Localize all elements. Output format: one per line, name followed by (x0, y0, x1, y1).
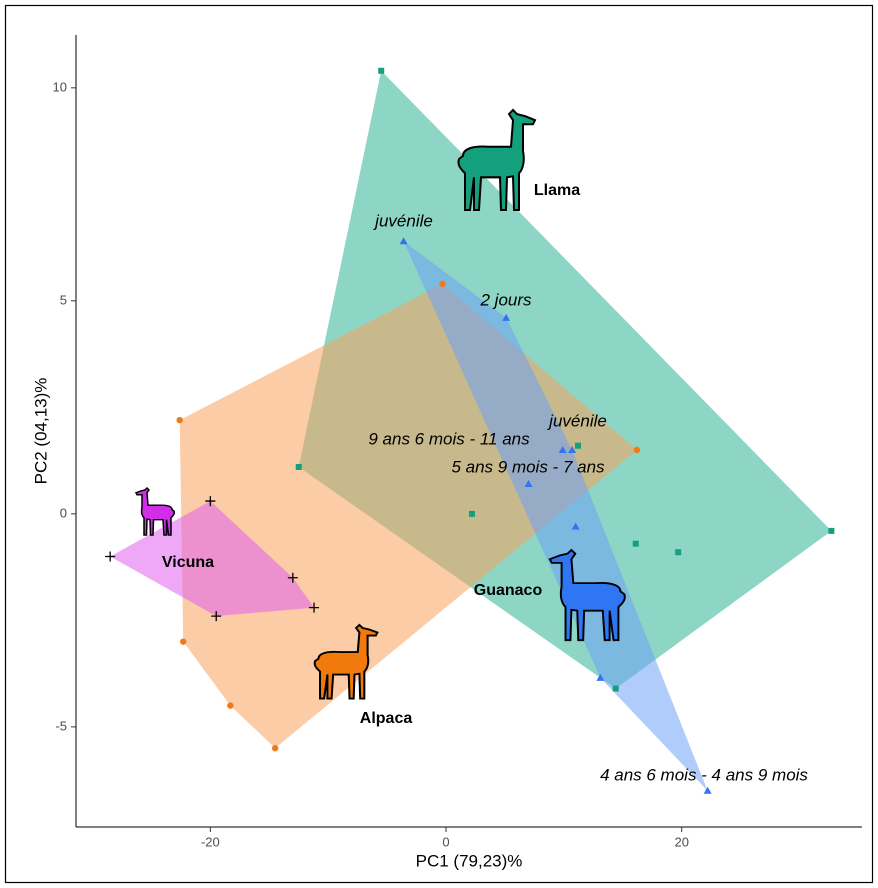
group-label: Vicuna (162, 554, 214, 571)
point (309, 602, 320, 613)
x-tick-label: -20 (201, 834, 220, 849)
point (378, 67, 385, 74)
vicuna-icon (135, 487, 176, 536)
point (399, 237, 408, 245)
point (211, 611, 222, 622)
point (828, 527, 835, 534)
point (205, 496, 216, 507)
point (703, 786, 712, 794)
point (439, 280, 446, 288)
x-tick-label: 20 (674, 834, 688, 849)
point (612, 685, 619, 692)
annotation: 2 jours (479, 290, 532, 309)
annotation: 4 ans 6 mois - 4 ans 9 mois (600, 765, 808, 784)
point (227, 702, 234, 709)
point (596, 673, 605, 681)
point (524, 480, 533, 488)
point (558, 445, 567, 453)
point (271, 744, 279, 752)
labels: Llama Alpaca Vicuna Guanaco juvénile 2 jours j… (162, 182, 809, 784)
annotation: juvénile (547, 411, 607, 430)
y-tick-label: 0 (60, 505, 67, 520)
group-label: Llama (534, 182, 580, 199)
point (468, 510, 475, 517)
hulls (110, 70, 832, 791)
point (180, 638, 187, 645)
point (632, 540, 639, 547)
point (568, 445, 577, 453)
hull (403, 241, 708, 791)
point (176, 416, 183, 424)
points (105, 67, 835, 794)
group-label: Guanaco (474, 582, 543, 599)
point (571, 522, 580, 530)
frame (4, 4, 874, 884)
point (295, 464, 302, 470)
y-tick-label: 10 (53, 79, 67, 94)
annotation: 5 ans 9 mois - 7 ans (451, 457, 605, 476)
x-tick-label: 0 (442, 834, 449, 849)
y-tick-label: -5 (55, 718, 67, 733)
point (105, 551, 116, 562)
annotation: juvénile (373, 211, 433, 230)
point (502, 313, 511, 321)
x-axis-title: PC1 (79,23)% (416, 851, 523, 870)
group-label: Alpaca (360, 710, 413, 727)
point (633, 446, 641, 454)
hull (110, 501, 315, 617)
annotation: 9 ans 6 mois - 11 ans (368, 429, 530, 448)
point (287, 572, 298, 583)
point (575, 442, 582, 449)
y-tick-label: 5 (60, 292, 67, 307)
y-axis-title: PC2 (04,13)% (31, 378, 50, 485)
point (675, 549, 682, 556)
